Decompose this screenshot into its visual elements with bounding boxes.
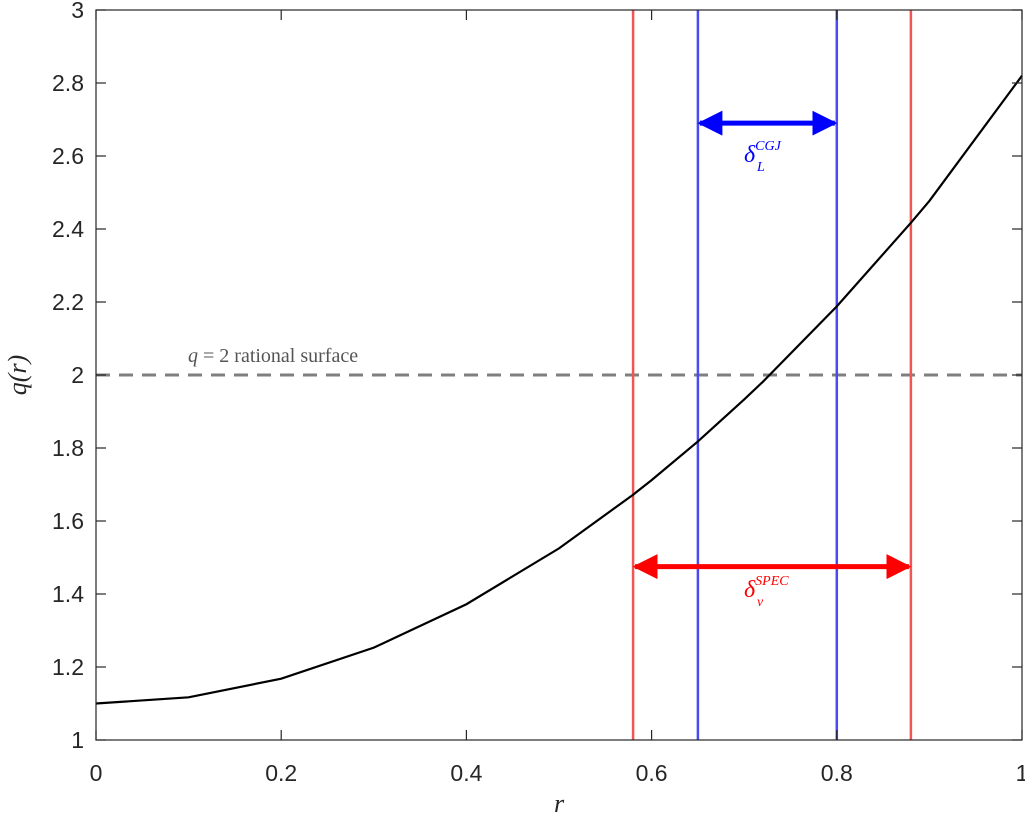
annotation-delta-spec: δSPEC v	[744, 574, 789, 610]
y-tick-label-10: 3	[71, 0, 84, 23]
plot-area	[95, 9, 1023, 741]
annotation-rational-surface: q = 2 rational surface	[188, 345, 358, 367]
y-tick-label-3: 1.6	[52, 508, 84, 534]
y-tick-label-9: 2.8	[52, 70, 84, 96]
x-tick-label-0: 0	[90, 760, 103, 786]
x-tick-label-5: 1	[1016, 760, 1025, 786]
y-tick-label-7: 2.4	[52, 216, 84, 242]
y-tick-label-0: 1	[71, 727, 84, 753]
ticks	[95, 9, 1023, 741]
x-tick-label-4: 0.8	[821, 760, 853, 786]
y-tick-label-2: 1.4	[52, 581, 84, 607]
x-tick-label-1: 0.2	[265, 760, 297, 786]
y-tick-label-8: 2.6	[52, 143, 84, 169]
y-tick-label-1: 1.2	[52, 654, 84, 680]
y-tick-labels: 1 1.2 1.4 1.6 1.8 2 2.2 2.4 2.6 2.8 3	[52, 0, 84, 753]
series-line-q	[95, 75, 1023, 705]
y-tick-label-6: 2.2	[52, 289, 84, 315]
ref-lines	[96, 10, 1022, 740]
y-axis-label: q(r)	[3, 355, 32, 395]
x-tick-labels: 0 0.2 0.4 0.6 0.8 1	[90, 760, 1025, 786]
x-tick-label-2: 0.4	[450, 760, 482, 786]
x-tick-label-3: 0.6	[636, 760, 668, 786]
annotation-delta-cgj: δCGJ L	[744, 139, 782, 175]
y-tick-label-4: 1.8	[52, 435, 84, 461]
x-axis-label: r	[554, 789, 565, 818]
arrows	[632, 110, 912, 580]
y-tick-label-5: 2	[71, 362, 84, 388]
